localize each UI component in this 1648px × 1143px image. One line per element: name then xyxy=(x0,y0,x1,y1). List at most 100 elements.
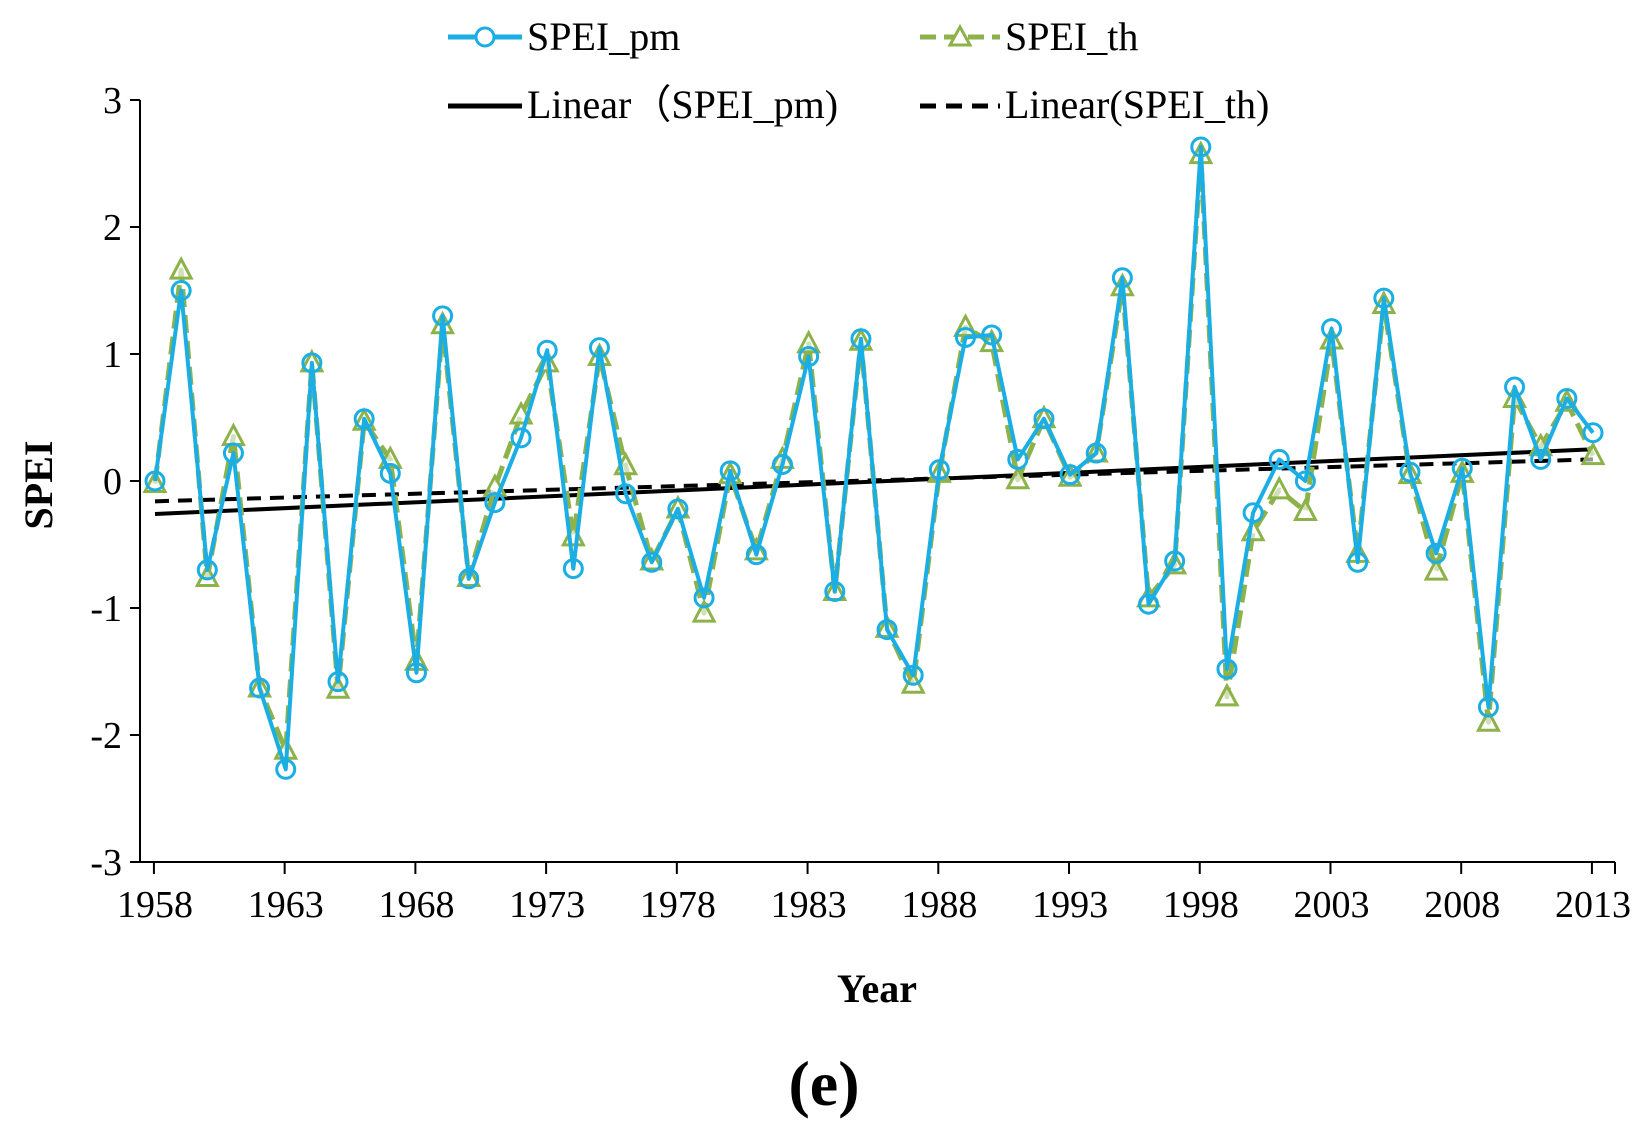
data-point-spei-pm xyxy=(1425,542,1447,564)
legend-entry-linear-th: Linear(SPEI_th) xyxy=(920,82,1269,127)
data-point-spei-pm xyxy=(876,619,898,641)
data-point-spei-pm xyxy=(1059,464,1081,486)
data-point-spei-th xyxy=(691,598,717,623)
legend-entry-spei-th: SPEI_th xyxy=(920,14,1138,59)
data-point-spei-pm xyxy=(536,339,558,361)
x-tick-label: 1958 xyxy=(117,884,193,926)
data-point-spei-th xyxy=(560,522,586,547)
data-point-spei-pm xyxy=(745,544,767,566)
data-point-spei-th xyxy=(168,255,194,280)
x-ticks: 1958 1963 1968 1973 1978 1983 1988 1993 1998 2003… xyxy=(117,862,1631,926)
y-tick-label: 2 xyxy=(103,207,122,249)
x-tick-label: 1978 xyxy=(640,884,716,926)
series-spei-th xyxy=(142,140,1606,760)
data-point-spei-pm xyxy=(824,580,846,602)
x-tick-label: 1983 xyxy=(771,884,847,926)
data-point-spei-pm xyxy=(1451,457,1473,479)
x-tick-label: 1993 xyxy=(1032,884,1108,926)
data-point-spei-pm xyxy=(170,280,192,301)
data-point-spei-pm xyxy=(981,324,1003,346)
data-point-spei-pm xyxy=(222,442,244,464)
data-point-spei-pm xyxy=(275,758,297,780)
legend-label-spei-th: SPEI_th xyxy=(1005,14,1138,59)
y-axis-title: SPEI xyxy=(16,441,61,530)
data-point-spei-pm xyxy=(1007,448,1029,470)
x-tick-label: 1988 xyxy=(901,884,977,926)
y-tick-label: -2 xyxy=(90,715,122,757)
data-point-spei-pm xyxy=(1111,267,1133,289)
data-point-spei-pm xyxy=(432,305,454,327)
data-point-spei-pm xyxy=(353,408,375,430)
data-point-spei-th xyxy=(1292,497,1318,521)
data-point-spei-pm xyxy=(771,453,793,475)
data-point-spei-pm xyxy=(1399,461,1421,483)
x-tick-label: 1963 xyxy=(248,884,324,926)
y-tick-label: 1 xyxy=(103,334,122,376)
data-point-spei-pm xyxy=(615,483,637,505)
data-point-spei-pm xyxy=(1556,387,1578,409)
data-point-spei-pm xyxy=(641,551,663,573)
data-point-spei-th xyxy=(220,422,246,447)
data-point-spei-pm xyxy=(249,677,271,699)
data-point-spei-pm xyxy=(144,470,166,492)
data-point-spei-pm xyxy=(1138,593,1160,615)
panel-label: (e) xyxy=(788,1048,859,1119)
y-tick-label: -1 xyxy=(90,588,122,630)
data-point-spei-pm xyxy=(850,328,872,350)
data-point-spei-pm xyxy=(1294,470,1316,492)
data-point-spei-pm xyxy=(1085,442,1107,464)
x-tick-label: 2003 xyxy=(1294,884,1370,926)
x-tick-label: 1973 xyxy=(509,884,585,926)
data-point-spei-th xyxy=(1005,465,1031,490)
data-point-spei-pm xyxy=(693,587,715,609)
data-point-spei-th xyxy=(1266,475,1292,500)
data-point-spei-th xyxy=(1475,708,1501,732)
series-line-spei-th xyxy=(152,152,1596,753)
data-point-spei-pm xyxy=(562,558,584,580)
data-point-spei-pm xyxy=(1033,408,1055,430)
data-point-spei-pm xyxy=(327,671,349,693)
data-point-spei-pm xyxy=(1530,448,1552,470)
legend-entry-linear-pm: Linear（SPEI_pm) xyxy=(448,82,838,127)
data-point-spei-pm xyxy=(1582,422,1604,444)
data-point-spei-pm xyxy=(1268,448,1290,470)
y-tick-label: 0 xyxy=(103,461,122,503)
data-point-spei-th xyxy=(796,329,822,354)
data-point-spei-pm xyxy=(301,352,323,374)
legend: SPEI_pm SPEI_th Linear（SPEI_pm) Linear(S… xyxy=(448,14,1269,127)
data-point-spei-pm xyxy=(667,498,689,520)
data-point-spei-pm xyxy=(196,559,218,581)
y-tick-label: -3 xyxy=(90,842,122,884)
y-tick-label: 3 xyxy=(103,80,122,122)
data-point-spei-pm xyxy=(928,459,950,481)
data-point-spei-th xyxy=(1423,556,1449,581)
data-point-spei-pm xyxy=(1504,376,1526,398)
data-point-spei-pm xyxy=(458,568,480,590)
data-point-spei-th xyxy=(1214,682,1240,707)
x-tick-label: 2008 xyxy=(1424,884,1500,926)
data-point-spei-pm xyxy=(798,346,820,368)
legend-label-linear-th: Linear(SPEI_th) xyxy=(1005,82,1269,127)
x-tick-label: 2013 xyxy=(1555,884,1631,926)
legend-swatch-spei-th-marker xyxy=(947,23,973,47)
data-point-spei-pm xyxy=(719,460,741,482)
data-point-spei-pm xyxy=(1190,136,1212,158)
data-point-spei-pm xyxy=(955,326,977,348)
data-point-spei-pm xyxy=(1216,658,1238,680)
data-point-spei-pm xyxy=(588,337,610,359)
x-tick-label: 1998 xyxy=(1163,884,1239,926)
series-line-spei-pm xyxy=(153,144,1595,772)
data-point-spei-pm xyxy=(379,462,401,484)
legend-swatch-spei-pm-marker xyxy=(474,26,496,48)
legend-label-linear-pm: Linear（SPEI_pm) xyxy=(527,82,838,127)
y-ticks: 3 2 1 0 -1 -2 -3 xyxy=(90,80,140,884)
x-tick-label: 1968 xyxy=(378,884,454,926)
data-point-spei-th xyxy=(1580,441,1606,466)
data-point-spei-pm xyxy=(1242,502,1264,524)
legend-entry-spei-pm: SPEI_pm xyxy=(448,14,680,59)
data-point-spei-pm xyxy=(405,662,427,684)
data-point-spei-pm xyxy=(1477,696,1499,718)
data-point-spei-pm xyxy=(484,492,506,514)
data-point-spei-pm xyxy=(510,427,532,449)
